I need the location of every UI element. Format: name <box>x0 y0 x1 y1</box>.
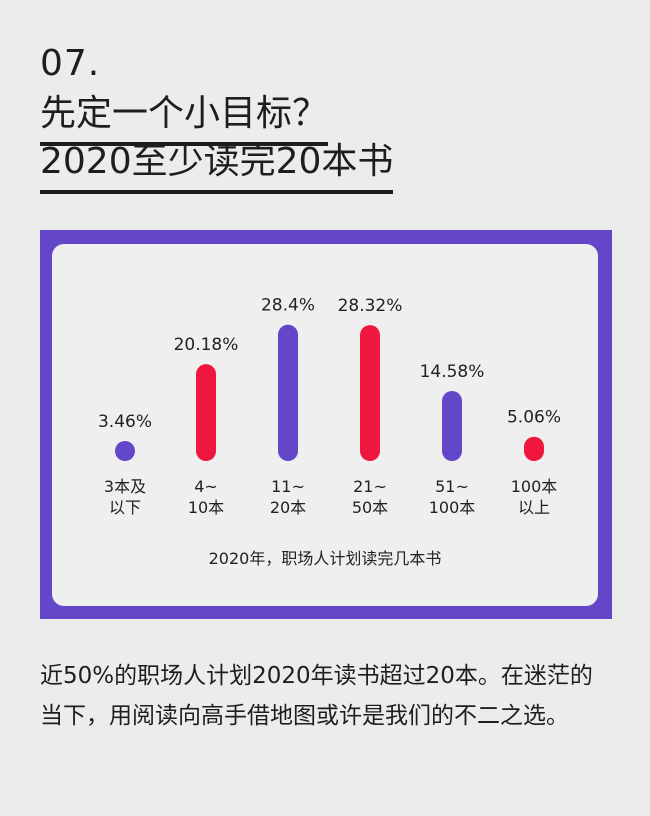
category-label-6-line-1: 100本 <box>511 477 558 496</box>
value-label-5: 14.58% <box>420 362 485 382</box>
category-label-1-line-2: 以下 <box>109 498 141 517</box>
category-label-3-line-2: 20本 <box>270 498 306 517</box>
title-line-1: 先定一个小目标？ <box>40 92 329 146</box>
bar-4 <box>360 325 380 461</box>
chart-caption: 2020年，职场人计划读完几本书 <box>208 549 442 568</box>
category-label-5-line-2: 100本 <box>429 498 476 517</box>
category-label-2-line-1: 4~ <box>194 477 218 496</box>
title-line-2: 2020至少读完20本书 <box>40 140 394 194</box>
value-label-1: 3.46% <box>98 412 152 432</box>
category-label-3-line-1: 11~ <box>271 477 305 496</box>
bar-1 <box>115 441 135 461</box>
body-paragraph: 近50%的职场人计划2020年读书超过20本。在迷茫的当下，用阅读向高手借地图或… <box>40 663 593 729</box>
category-label-6-line-2: 以上 <box>518 498 550 517</box>
value-label-3: 28.4% <box>261 296 315 316</box>
bar-5 <box>442 391 462 461</box>
category-label-1-line-1: 3本及 <box>104 477 146 496</box>
value-label-4: 28.32% <box>338 296 403 316</box>
value-label-6: 5.06% <box>507 408 561 428</box>
category-label-4-line-2: 50本 <box>352 498 388 517</box>
bar-2 <box>196 364 216 461</box>
value-label-2: 20.18% <box>174 335 239 355</box>
bar-3 <box>278 324 298 461</box>
category-label-5-line-1: 51~ <box>435 477 469 496</box>
category-label-2-line-2: 10本 <box>188 498 224 517</box>
bar-6 <box>524 436 544 461</box>
category-label-4-line-1: 21~ <box>353 477 387 496</box>
section-number: 07. <box>40 43 101 84</box>
chart-card <box>52 244 598 606</box>
